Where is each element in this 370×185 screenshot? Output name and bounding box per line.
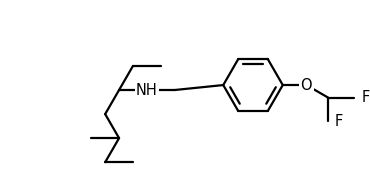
Text: NH: NH (136, 83, 158, 97)
Text: F: F (335, 114, 343, 129)
Text: F: F (361, 90, 370, 105)
Text: O: O (300, 78, 312, 92)
